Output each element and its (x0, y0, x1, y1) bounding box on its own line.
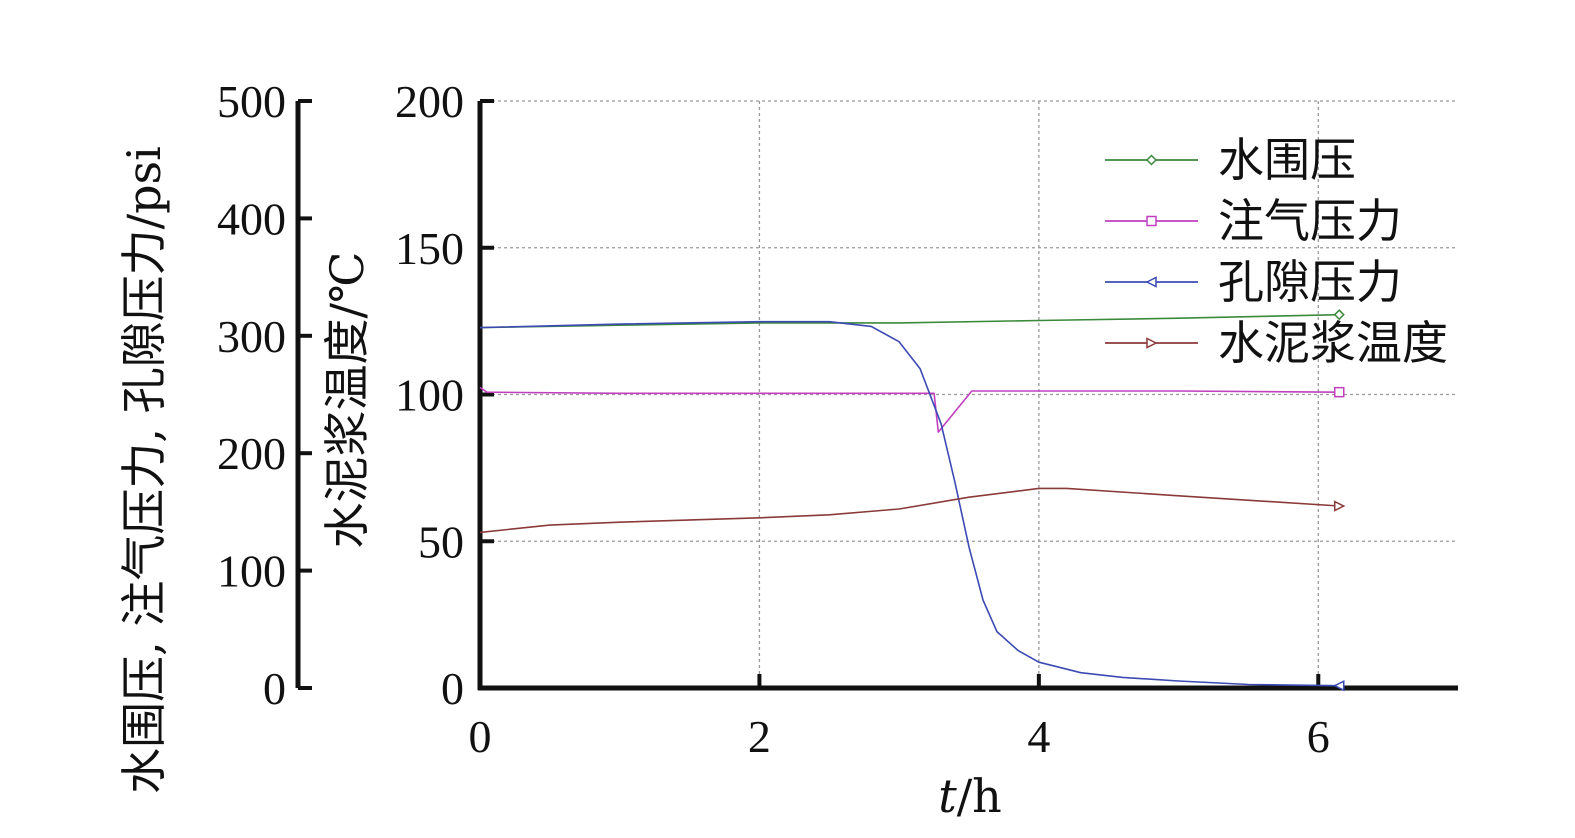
x-axis-title-unit: /h (957, 769, 1002, 823)
y-tick-label-temperature-100: 100 (395, 370, 464, 421)
x-tick-label-0: 0 (469, 711, 492, 762)
y-tick-label-temperature-150: 150 (395, 223, 464, 274)
y-axis-title-temperature: 水泥浆温度/℃ (320, 252, 374, 549)
y-tick-label-pressure-300: 300 (217, 311, 286, 362)
legend-label-3: 水泥浆温度 (1218, 316, 1448, 370)
series-end-marker-0 (1333, 309, 1345, 321)
series-line-0 (479, 313, 1340, 329)
y-tick-label-pressure-400: 400 (217, 193, 286, 244)
legend-marker-0 (1145, 154, 1158, 166)
x-tick-label-2: 2 (748, 711, 771, 762)
y-tick-label-pressure-500: 500 (217, 76, 286, 127)
series-end-marker-3 (1333, 500, 1346, 512)
series-line-3 (479, 487, 1340, 534)
legend-marker-3 (1146, 337, 1158, 349)
legend-label-1: 注气压力 (1218, 194, 1402, 248)
y-tick-label-pressure-100: 100 (217, 546, 286, 597)
series-end-marker-2 (1333, 679, 1345, 692)
y-tick-label-temperature-50: 50 (418, 516, 464, 567)
y-tick-label-temperature-0: 0 (441, 663, 464, 714)
series-lines (479, 309, 1346, 692)
x-tick-label-6: 6 (1307, 711, 1330, 762)
axes: 0 100 200 300 400 500 0 50 100 150 200 0 2 4 6 (217, 76, 1458, 762)
x-axis-title-variable: t (938, 769, 957, 823)
x-tick-label-4: 4 (1027, 711, 1050, 762)
legend-marker-2 (1145, 276, 1157, 288)
legend-label-0: 水围压 (1218, 133, 1356, 187)
y-tick-label-temperature-200: 200 (395, 76, 464, 127)
y-tick-label-pressure-0: 0 (263, 663, 286, 714)
y-axis-title-pressure: 水围压, 注气压力, 孔隙压力/psi (117, 146, 171, 794)
series-end-marker-1 (1333, 386, 1345, 398)
y-tick-label-pressure-200: 200 (217, 428, 286, 479)
series-line-2 (479, 320, 1340, 687)
legend-marker-1 (1146, 215, 1157, 227)
series-line-1 (479, 386, 1340, 433)
x-axis-title: t/h (938, 769, 1002, 823)
legend-label-2: 孔隙压力 (1218, 255, 1402, 309)
